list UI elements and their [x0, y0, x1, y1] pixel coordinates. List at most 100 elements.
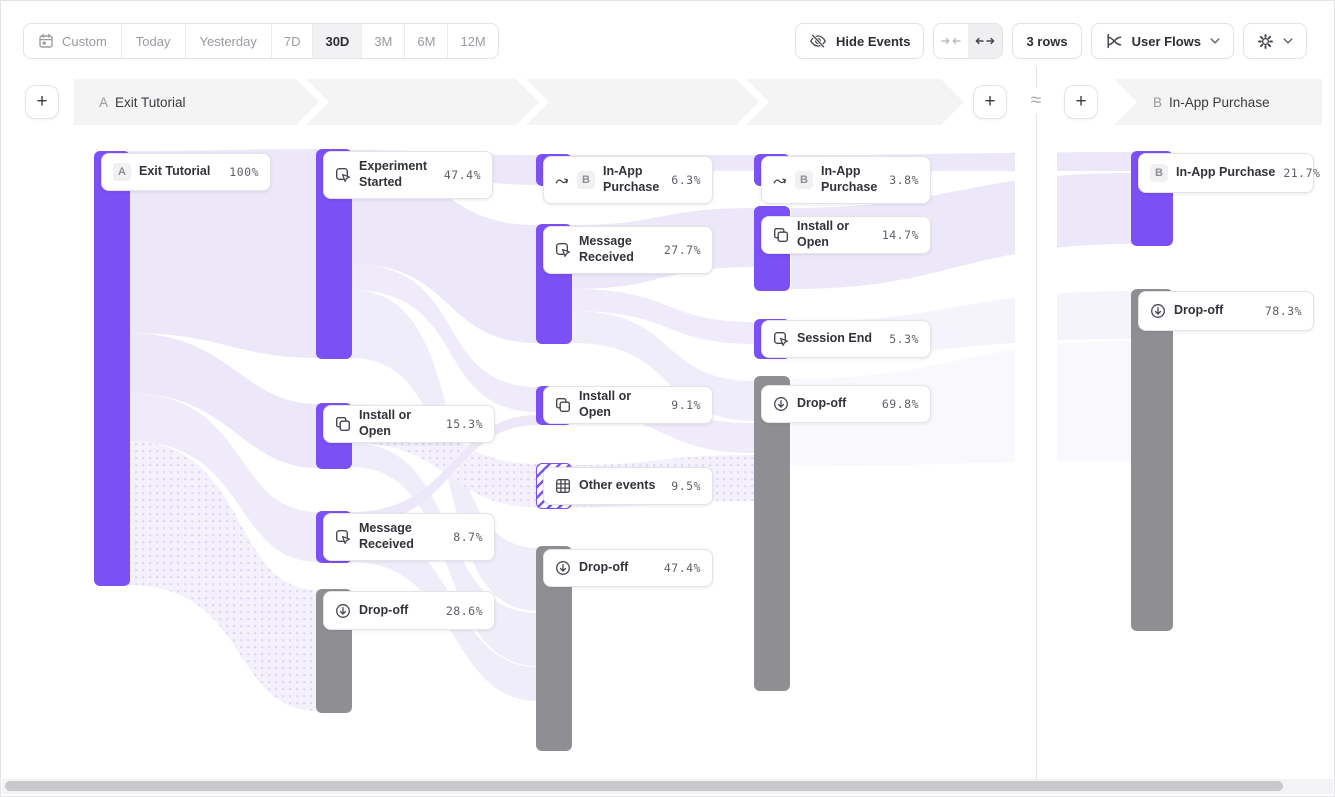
add-step-before-end-button[interactable]: +: [1064, 85, 1098, 119]
node-percent: 100%: [229, 165, 259, 179]
node-percent: 15.3%: [445, 417, 483, 431]
panel-divider: [1036, 67, 1037, 779]
click-event-icon: [555, 242, 571, 258]
add-step-before-button[interactable]: +: [25, 85, 59, 119]
click-event-icon: [335, 529, 351, 545]
node-label: Install or Open: [579, 389, 632, 419]
date-range-7d[interactable]: 7D: [272, 24, 314, 58]
node-label: Drop-off: [579, 560, 629, 575]
node-percent: 3.8%: [889, 173, 919, 187]
click-event-icon: [773, 331, 789, 347]
node-label: Experiment Started: [359, 159, 428, 189]
add-step-after-button[interactable]: +: [973, 85, 1007, 119]
spacing-toggle: [933, 23, 1004, 59]
copy-icon: [335, 416, 351, 432]
node-label: Session End: [797, 331, 873, 346]
node-card-in-app-purchase-step3[interactable]: B In-App Purchase 6.3%: [543, 156, 713, 204]
flow-header-band: [74, 79, 1322, 125]
node-card-other-events[interactable]: Other events 9.5%: [543, 467, 713, 505]
node-percent: 28.6%: [445, 603, 483, 618]
bar-drop-off-end[interactable]: [1131, 289, 1173, 631]
series-b-badge: B: [795, 171, 813, 189]
date-range-today[interactable]: Today: [122, 24, 186, 58]
node-card-session-end[interactable]: Session End 5.3%: [761, 320, 931, 358]
node-label: Other events: [579, 478, 656, 493]
date-range-3m[interactable]: 3M: [362, 24, 406, 58]
view-type-dropdown[interactable]: User Flows: [1090, 23, 1234, 59]
node-percent: 5.3%: [889, 332, 919, 346]
node-percent: 47.4%: [663, 561, 701, 575]
start-event-band-label: A Exit Tutorial: [99, 79, 186, 125]
toolbar: Custom Today Yesterday 7D 30D 3M 6M 12M …: [23, 23, 1307, 59]
node-card-drop-off-step4[interactable]: Drop-off 69.8%: [761, 385, 931, 423]
collapse-columns-button[interactable]: [934, 24, 968, 58]
click-event-icon: [335, 167, 351, 183]
node-card-drop-off-step3[interactable]: Drop-off 47.4%: [543, 549, 713, 587]
node-percent: 9.5%: [671, 479, 701, 493]
grid-icon: [555, 478, 571, 494]
node-card-in-app-purchase-end[interactable]: B In-App Purchase 21.7%: [1138, 153, 1320, 193]
bar-exit-tutorial[interactable]: [94, 151, 130, 586]
node-card-drop-off-end[interactable]: Drop-off 78.3%: [1138, 291, 1314, 331]
node-percent: 78.3%: [1264, 304, 1302, 318]
jump-arrow-icon: [773, 174, 787, 186]
node-card-install-or-open-step3[interactable]: Install or Open 9.1%: [543, 386, 713, 424]
node-label: Drop-off: [359, 602, 409, 617]
node-label: Install or Open: [359, 408, 412, 438]
drop-off-icon: [1150, 303, 1166, 319]
jump-arrow-icon: [555, 174, 569, 186]
bar-drop-off-step4[interactable]: [754, 376, 790, 691]
series-a-letter: A: [99, 94, 109, 110]
chevron-down-icon: [1210, 38, 1220, 44]
node-card-message-received-step3[interactable]: Message Received 27.7%: [543, 226, 713, 274]
node-label: In-App Purchase: [603, 164, 660, 194]
node-label: Message Received: [579, 234, 634, 264]
eye-off-icon: [809, 32, 827, 50]
node-card-experiment-started[interactable]: Experiment Started 47.4%: [323, 151, 493, 199]
node-card-install-or-open-step4[interactable]: Install or Open 14.7%: [761, 216, 931, 254]
series-b-letter: B: [1153, 94, 1163, 110]
end-event-name: In-App Purchase: [1169, 94, 1270, 110]
settings-dropdown[interactable]: [1243, 23, 1307, 59]
rows-button[interactable]: 3 rows: [1012, 23, 1082, 59]
series-a-badge: A: [113, 163, 131, 181]
node-label: Message Received: [359, 521, 414, 551]
node-percent: 21.7%: [1283, 166, 1321, 180]
date-range-30d[interactable]: 30D: [313, 24, 363, 58]
toolbar-right: Hide Events 3 rows User Flows: [795, 23, 1307, 59]
date-range-12m[interactable]: 12M: [460, 33, 486, 49]
node-card-message-received-step2[interactable]: Message Received 8.7%: [323, 513, 495, 561]
node-label: In-App Purchase: [821, 164, 878, 194]
drop-off-icon: [555, 560, 571, 576]
node-percent: 8.7%: [453, 530, 483, 544]
date-range-selector: Custom Today Yesterday 7D 30D 3M 6M 12M: [23, 23, 499, 59]
horizontal-scrollbar-thumb[interactable]: [5, 781, 1283, 791]
user-flows-icon: [1105, 32, 1123, 50]
node-card-install-or-open-step2[interactable]: Install or Open 15.3%: [323, 405, 495, 443]
node-percent: 69.8%: [881, 397, 919, 411]
gear-icon: [1257, 33, 1274, 50]
drop-off-icon: [335, 603, 351, 619]
node-card-in-app-purchase-step4[interactable]: B In-App Purchase 3.8%: [761, 156, 931, 204]
horizontal-scrollbar-track[interactable]: [2, 779, 1333, 794]
drop-off-icon: [773, 396, 789, 412]
calendar-icon: [38, 33, 54, 49]
node-percent: 6.3%: [671, 173, 701, 187]
date-range-custom[interactable]: Custom: [24, 24, 122, 58]
start-event-name: Exit Tutorial: [115, 94, 186, 110]
node-percent: 9.1%: [671, 398, 701, 412]
date-range-label: Custom: [62, 33, 107, 49]
date-range-6m[interactable]: 6M: [405, 24, 449, 58]
date-range-yesterday[interactable]: Yesterday: [186, 24, 272, 58]
hide-events-button[interactable]: Hide Events: [795, 23, 925, 59]
node-card-drop-off-step2[interactable]: Drop-off 28.6%: [323, 591, 495, 630]
node-percent: 47.4%: [443, 168, 481, 182]
node-label: In-App Purchase: [1176, 165, 1276, 180]
node-label: Exit Tutorial: [139, 164, 211, 179]
node-label: Install or Open: [797, 219, 850, 249]
node-card-exit-tutorial[interactable]: A Exit Tutorial 100%: [101, 153, 271, 191]
copy-icon: [773, 227, 789, 243]
expand-columns-button[interactable]: [968, 24, 1003, 58]
copy-icon: [555, 397, 571, 413]
end-event-band-label: B In-App Purchase: [1153, 79, 1270, 125]
